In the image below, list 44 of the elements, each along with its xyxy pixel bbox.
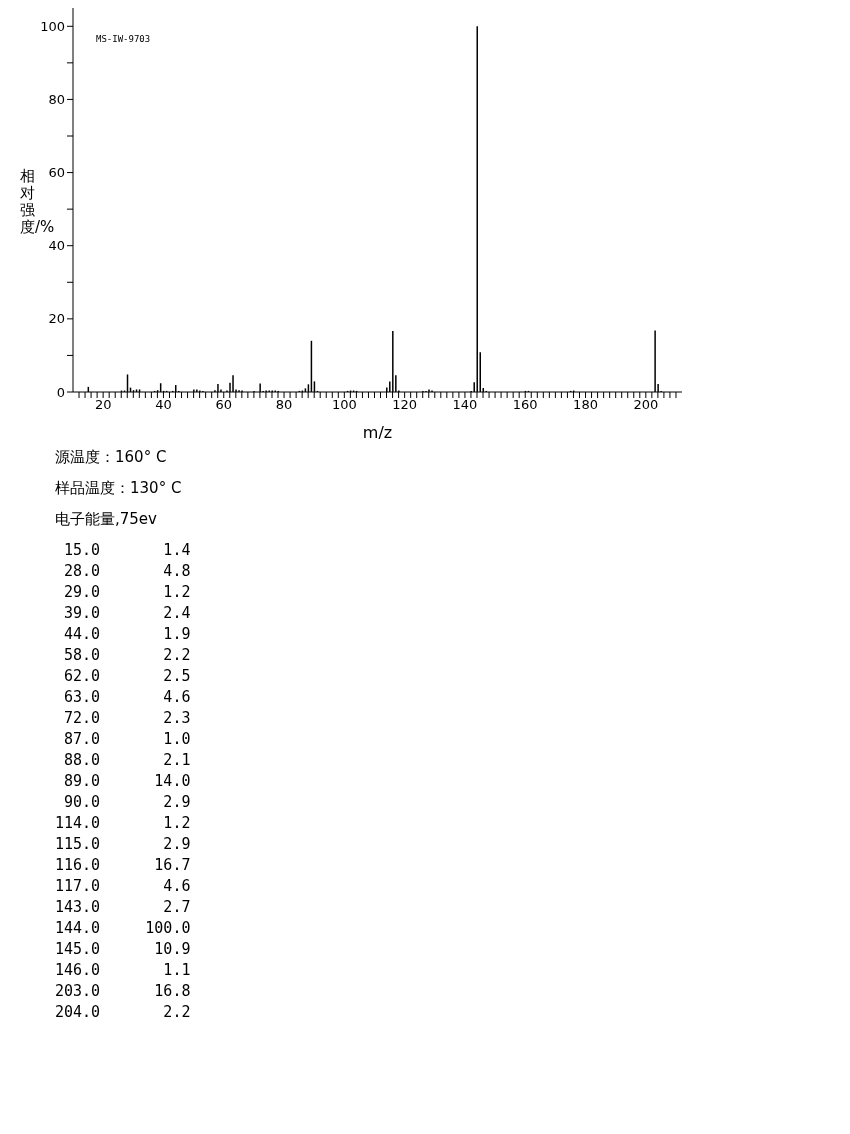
text: 15.0 1.4: [63, 541, 192, 561]
text: 117.0 4.6: [55, 877, 192, 897]
annotation: MS-IW-9703: [96, 34, 151, 44]
x-tick-label: 60: [215, 397, 233, 413]
text: 44.0 1.9: [63, 625, 192, 645]
text: 样品温度：130° C: [55, 479, 183, 499]
x-axis-title: m/z: [362, 423, 393, 442]
text: 63.0 4.6: [63, 688, 192, 708]
y-tick-label: 20: [48, 311, 65, 327]
y-tick-label: 0: [56, 384, 65, 400]
y-tick-label: 80: [48, 92, 65, 108]
x-tick-label: 120: [392, 397, 418, 413]
text: 89.0 14.0: [63, 772, 192, 792]
x-tick-label: 160: [512, 397, 538, 413]
text: 58.0 2.2: [63, 646, 192, 666]
text: 144.0 100.0: [55, 919, 192, 939]
x-tick-label: 100: [331, 397, 357, 413]
text: 39.0 2.4: [63, 604, 192, 624]
text: 203.0 16.8: [55, 982, 192, 1002]
x-tick-label: 180: [573, 397, 598, 413]
text: 电子能量,75ev: [55, 510, 158, 530]
text: 116.0 16.7: [55, 856, 192, 876]
x-tick-label: 200: [633, 397, 659, 413]
text: 90.0 2.9: [63, 793, 192, 813]
text: 145.0 10.9: [55, 940, 192, 960]
text: 29.0 1.2: [63, 583, 192, 603]
text: 72.0 2.3: [63, 709, 192, 729]
text: 146.0 1.1: [55, 961, 192, 981]
text: 115.0 2.9: [55, 835, 192, 855]
y-tick-label: 100: [40, 18, 65, 34]
text: 28.0 4.8: [63, 562, 192, 582]
text: 143.0 2.7: [55, 898, 192, 918]
x-tick-label: 40: [155, 397, 172, 413]
text: 114.0 1.2: [55, 814, 192, 834]
x-tick-label: 140: [452, 397, 478, 413]
text: 源温度：160° C: [55, 448, 168, 468]
x-tick-label: 20: [94, 397, 112, 413]
y-tick-label: 40: [48, 238, 65, 254]
text: 87.0 1.0: [63, 730, 192, 750]
text: 88.0 2.1: [63, 751, 192, 771]
y-tick-label: 60: [48, 165, 65, 181]
x-tick-label: 80: [275, 397, 293, 413]
text: 62.0 2.5: [63, 667, 192, 687]
text: 204.0 2.2: [55, 1003, 192, 1023]
